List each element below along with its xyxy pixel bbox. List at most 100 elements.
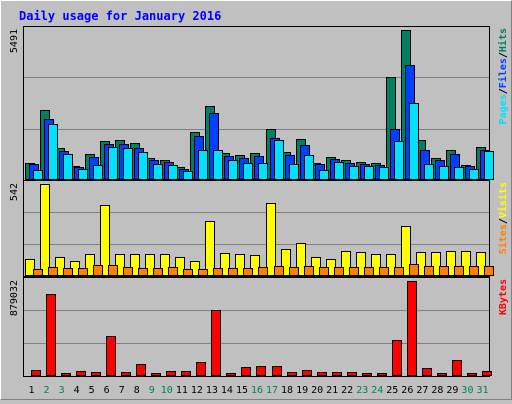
bar-pages: [274, 140, 284, 180]
chart-panels: 5491 Pages/Files/Hits 542 Sites/Visits 87903…: [9, 26, 509, 377]
bar-visits: [296, 243, 306, 276]
bar-pages: [439, 166, 449, 180]
bar-pages: [93, 165, 103, 180]
legend-entry: /: [498, 218, 509, 224]
panel-kbytes: 879032 KBytes: [9, 277, 509, 377]
bar-sites: [138, 268, 148, 276]
bar-visits: [55, 257, 65, 276]
bar-sites: [258, 267, 268, 276]
legend-entry: /: [498, 88, 509, 94]
bar-pages: [108, 147, 118, 180]
bar-kbytes: [392, 340, 402, 376]
bar-pages: [153, 164, 163, 180]
bar-kbytes: [46, 294, 56, 376]
legend-entry: Visits: [497, 182, 509, 218]
bar-visits: [100, 205, 110, 276]
max-value-label: 5491: [9, 29, 20, 53]
bar-sites: [424, 266, 434, 276]
bar-pages: [198, 150, 208, 180]
bar-kbytes: [211, 310, 221, 376]
x-tick-label: 4: [74, 385, 80, 396]
bar-visits: [205, 221, 215, 276]
bar-sites: [168, 267, 178, 276]
bar-kbytes: [287, 372, 297, 376]
bar-sites: [213, 268, 223, 276]
x-tick-label: 21: [326, 385, 338, 396]
bar-sites: [78, 268, 88, 276]
bar-kbytes: [91, 372, 101, 376]
x-tick-label: 5: [89, 385, 95, 396]
bar-visits: [175, 257, 185, 276]
bar-kbytes: [121, 372, 131, 376]
x-tick-label: 7: [119, 385, 125, 396]
bar-pages: [484, 151, 494, 180]
bar-sites: [63, 268, 73, 276]
bar-visits: [386, 254, 396, 276]
x-tick-label: 8: [134, 385, 140, 396]
bar-kbytes: [347, 372, 357, 376]
bar-pages: [228, 160, 238, 180]
bar-pages: [304, 155, 314, 180]
bar-kbytes: [317, 372, 327, 376]
x-tick-label: 31: [476, 385, 488, 396]
bar-pages: [258, 163, 268, 180]
legend-entry: Files: [497, 58, 509, 88]
legend: Pages/Files/Hits: [497, 28, 509, 124]
x-tick-label: 18: [281, 385, 293, 396]
bar-pages: [243, 163, 253, 180]
legend-entry: Hits: [497, 28, 509, 52]
bar-kbytes: [407, 281, 417, 376]
bar-kbytes: [136, 364, 146, 376]
bar-sites: [379, 267, 389, 276]
bar-kbytes: [181, 371, 191, 376]
bar-sites: [394, 267, 404, 276]
bar-pages: [469, 169, 479, 180]
bar-visits: [40, 184, 50, 276]
bar-kbytes: [166, 371, 176, 376]
bar-sites: [304, 266, 314, 276]
bar-visits: [356, 252, 366, 276]
bar-pages: [289, 164, 299, 180]
legend: Sites/Visits: [497, 182, 509, 254]
bar-pages: [319, 170, 329, 180]
bar-kbytes: [302, 370, 312, 376]
bar-visits: [130, 254, 140, 276]
x-tick-label: 23: [356, 385, 368, 396]
chart-title: Daily usage for January 2016: [19, 9, 221, 23]
max-value-label: 542: [9, 183, 20, 201]
bar-sites: [319, 267, 329, 276]
x-tick-label: 14: [221, 385, 233, 396]
bar-pages: [33, 170, 43, 180]
bar-pages: [454, 167, 464, 180]
x-tick-label: 25: [386, 385, 398, 396]
x-tick-label: 10: [161, 385, 173, 396]
bar-kbytes: [332, 372, 342, 376]
bar-kbytes: [437, 373, 447, 376]
bar-visits: [160, 254, 170, 276]
bar-visits: [220, 253, 230, 276]
bar-pages: [349, 166, 359, 180]
bar-kbytes: [272, 366, 282, 376]
bar-kbytes: [241, 367, 251, 376]
bar-visits: [250, 255, 260, 276]
x-tick-label: 11: [176, 385, 188, 396]
bar-visits: [446, 251, 456, 276]
bar-sites: [289, 267, 299, 276]
bar-kbytes: [61, 373, 71, 376]
bar-kbytes: [452, 360, 462, 376]
bar-sites: [409, 264, 419, 276]
max-value-label: 879032: [9, 280, 20, 316]
bar-sites: [123, 267, 133, 276]
legend: KBytes: [498, 279, 509, 315]
bar-pages: [334, 162, 344, 180]
bar-visits: [476, 252, 486, 276]
x-tick-label: 9: [149, 385, 155, 396]
x-tick-label: 20: [311, 385, 323, 396]
x-tick-label: 16: [251, 385, 263, 396]
bar-kbytes: [377, 373, 387, 376]
bar-sites: [198, 269, 208, 276]
bar-kbytes: [106, 336, 116, 376]
bar-sites: [334, 267, 344, 276]
legend-entry: /: [498, 52, 509, 58]
bar-pages: [63, 154, 73, 180]
